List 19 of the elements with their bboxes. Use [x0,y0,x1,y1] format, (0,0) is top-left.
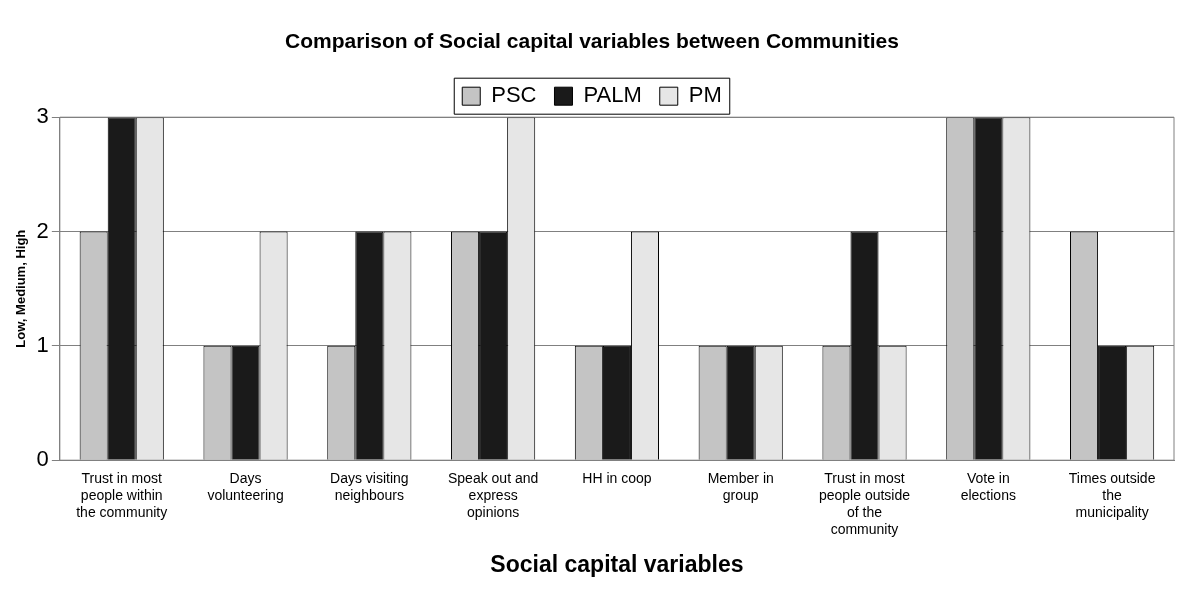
legend-label: PALM [583,82,642,108]
chart-title: Comparison of Social capital variables between Communities [285,29,899,53]
x-tick-label: Trust in most people outside of the community [818,470,911,537]
x-tick-label: Trust in most people within the community [76,470,168,521]
x-tick-label: Days visiting neighbours [330,470,409,504]
x-tick-label: Vote in elections [960,470,1016,504]
y-tick-label: 1 [36,331,49,357]
y-tick-label: 2 [36,217,49,243]
x-tick-label: Member in group [707,470,774,504]
legend-label: PSC [491,82,537,108]
x-tick-label: Days volunteering [207,470,284,504]
y-tick-label: 0 [36,446,49,472]
x-axis-title: Social capital variables [490,550,744,577]
x-tick-label: Speak out and express opinions [447,470,539,521]
x-tick-label: Times outside the municipality [1068,470,1156,521]
legend-label: PM [688,82,722,108]
y-axis-title: Low, Medium, High [13,229,29,348]
y-tick-label: 3 [36,103,49,129]
x-tick-label: HH in coop [582,470,652,487]
